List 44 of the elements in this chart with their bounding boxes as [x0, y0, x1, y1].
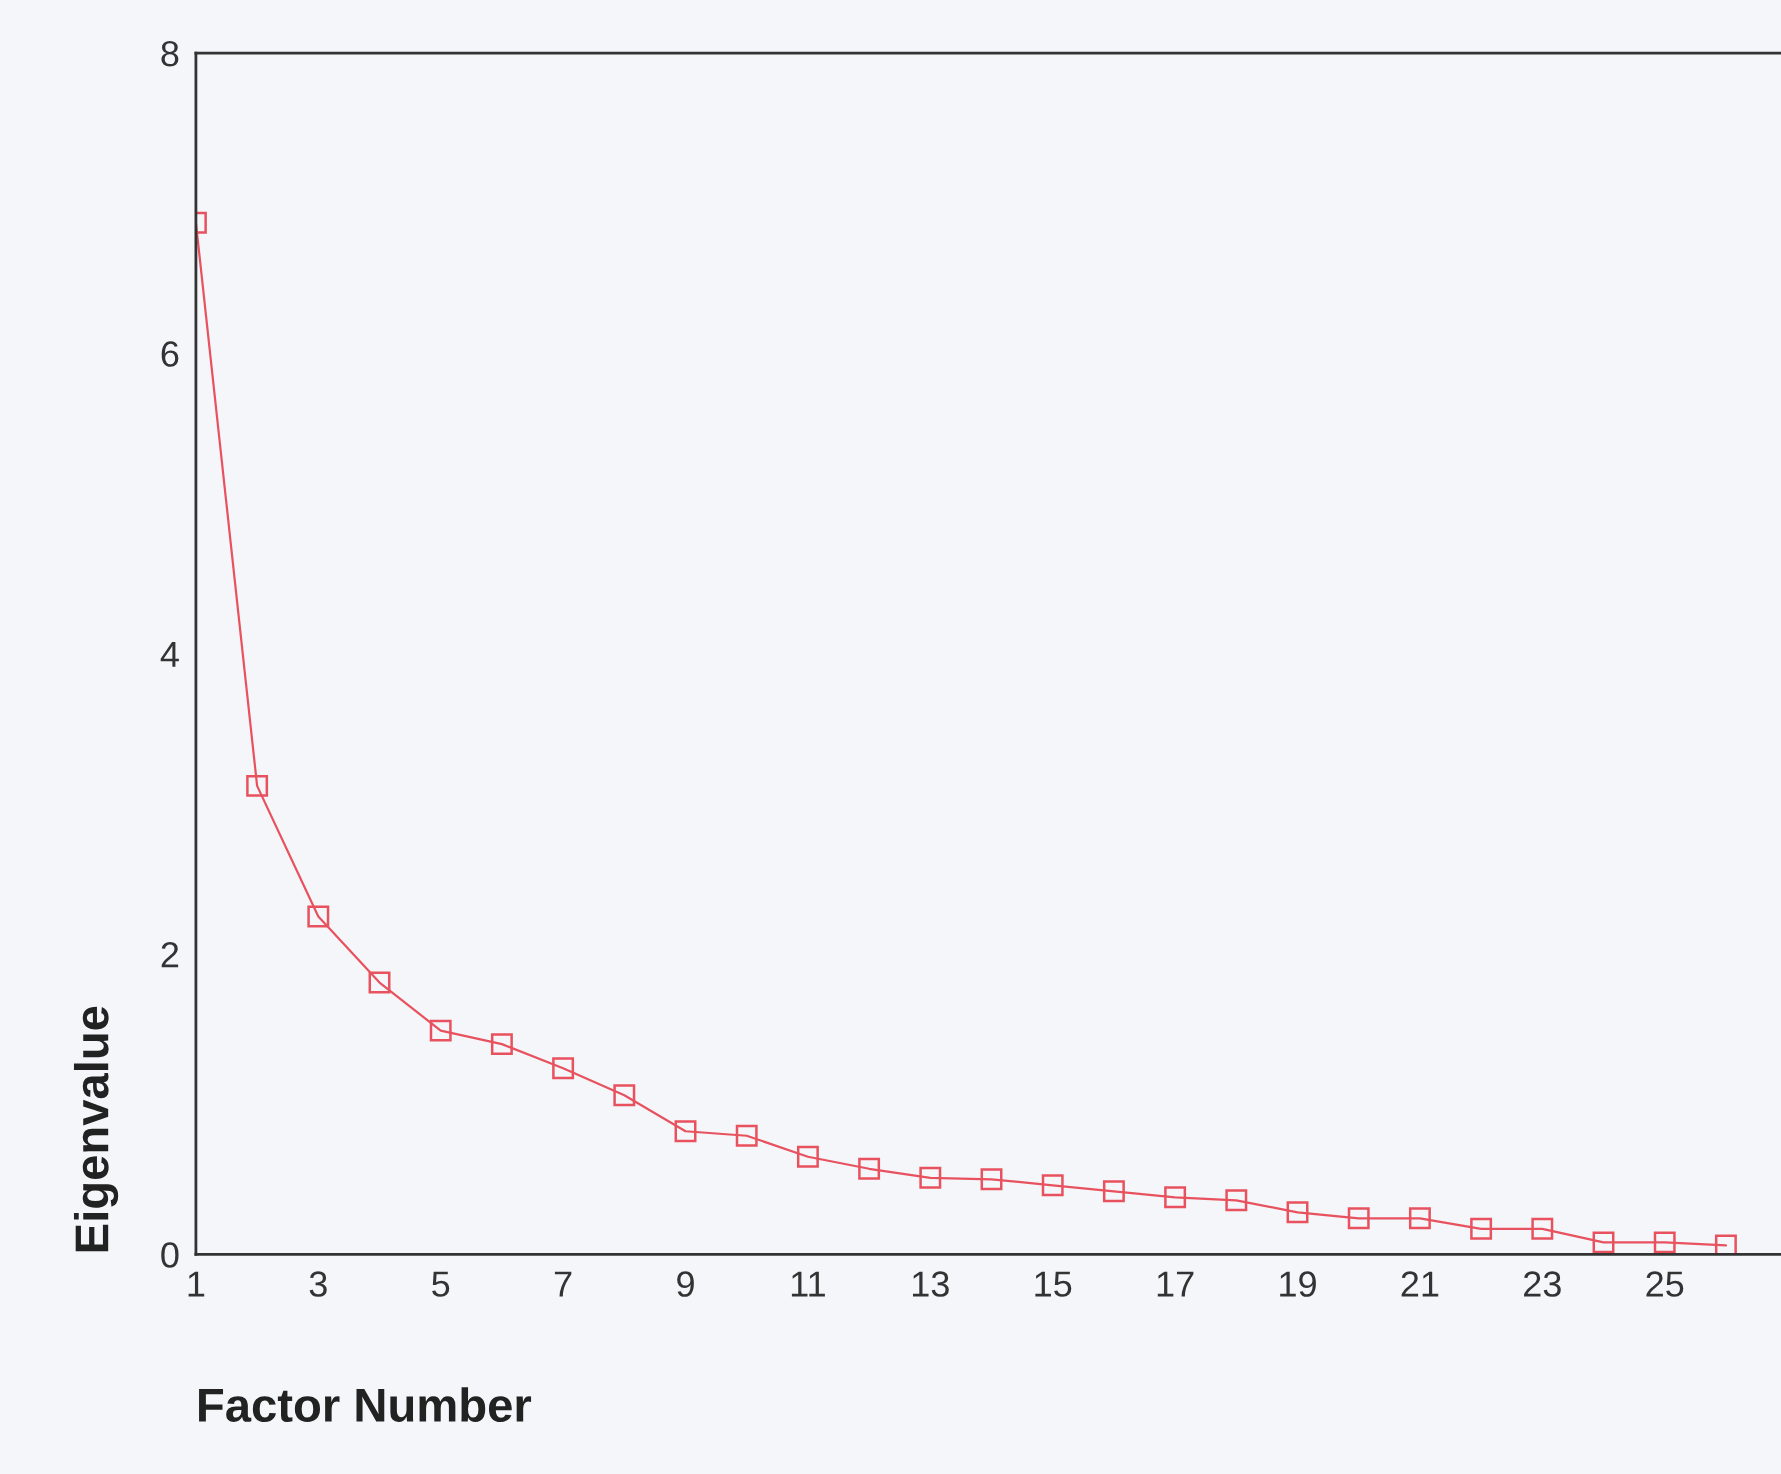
point: [674, 1120, 697, 1143]
y-tick-label: 2: [161, 941, 179, 968]
point: [1164, 1186, 1187, 1209]
point: [1408, 1207, 1431, 1230]
y-tick-label: 6: [161, 341, 179, 367]
x-tick-label: 7: [554, 1271, 572, 1297]
point: [796, 1145, 819, 1168]
x-tick-label: 21: [1401, 1271, 1439, 1297]
x-tick-label: 11: [791, 1271, 825, 1297]
x-tick-label: 13: [912, 1271, 949, 1297]
y-tick-label: 4: [160, 641, 179, 667]
point: [1531, 1217, 1554, 1240]
y-axis-title: Eigenvalue: [73, 1006, 119, 1252]
point: [307, 905, 330, 928]
point: [1347, 1207, 1370, 1230]
point: [980, 1168, 1003, 1191]
x-tick-label: 23: [1524, 1271, 1561, 1297]
point: [429, 1019, 452, 1042]
x-tick-label: 1: [188, 1271, 205, 1297]
point: [1470, 1217, 1493, 1240]
point: [1225, 1189, 1248, 1212]
x-tick-label: 19: [1280, 1271, 1316, 1297]
point: [1041, 1174, 1064, 1197]
y-tick-label: 0: [161, 1242, 179, 1268]
x-tick-label: 3: [309, 1271, 327, 1297]
point: [552, 1057, 575, 1080]
x-tick-label: 15: [1035, 1271, 1072, 1297]
x-tick-label: 9: [677, 1271, 694, 1297]
x-tick-label: 17: [1157, 1271, 1194, 1297]
point: [1653, 1231, 1676, 1254]
point: [919, 1166, 942, 1189]
point: [1102, 1180, 1125, 1203]
point: [246, 774, 269, 797]
point: [735, 1124, 758, 1147]
point: [613, 1084, 636, 1107]
x-tick-label: 25: [1646, 1271, 1684, 1297]
point: [858, 1157, 881, 1180]
x-axis-title: Factor Number: [199, 1387, 532, 1423]
point: [368, 971, 391, 994]
point: [1592, 1231, 1615, 1254]
y-tick-label: 8: [161, 40, 179, 67]
point: [490, 1033, 513, 1056]
x-tick-label: 5: [432, 1271, 450, 1297]
point: [1286, 1201, 1309, 1224]
